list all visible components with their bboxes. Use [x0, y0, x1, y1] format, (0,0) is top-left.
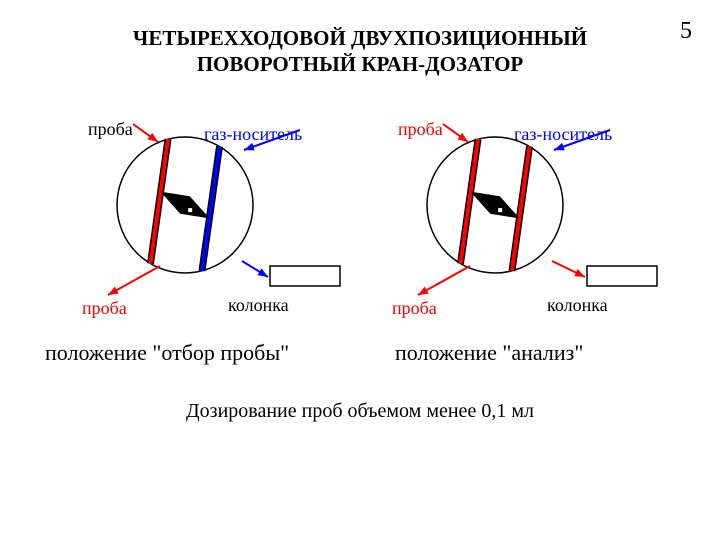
title-line-2: ПОВОРОТНЫЙ КРАН-ДОЗАТОР	[197, 52, 524, 76]
footnote: Дозирование проб объемом менее 0,1 мл	[0, 400, 720, 423]
title-line-1: ЧЕТЫРЕХХОДОВОЙ ДВУХПОЗИЦИОННЫЙ	[133, 26, 587, 50]
label-sample-top-left: проба	[88, 119, 133, 140]
label-sample-bottom-left: проба	[82, 298, 127, 319]
diagram-svg	[0, 0, 720, 540]
label-column-right: колонка	[547, 295, 608, 316]
page-title: ЧЕТЫРЕХХОДОВОЙ ДВУХПОЗИЦИОННЫЙ ПОВОРОТНЫ…	[0, 25, 720, 78]
label-sample-top-right: проба	[398, 119, 443, 140]
label-sample-bottom-right: проба	[392, 298, 437, 319]
label-carrier-right: газ-носитель	[514, 124, 612, 145]
label-carrier-left: газ-носитель	[204, 124, 302, 145]
caption-left: положение "отбор пробы"	[45, 340, 289, 366]
caption-right: положение "анализ"	[395, 340, 583, 366]
label-column-left: колонка	[228, 295, 289, 316]
